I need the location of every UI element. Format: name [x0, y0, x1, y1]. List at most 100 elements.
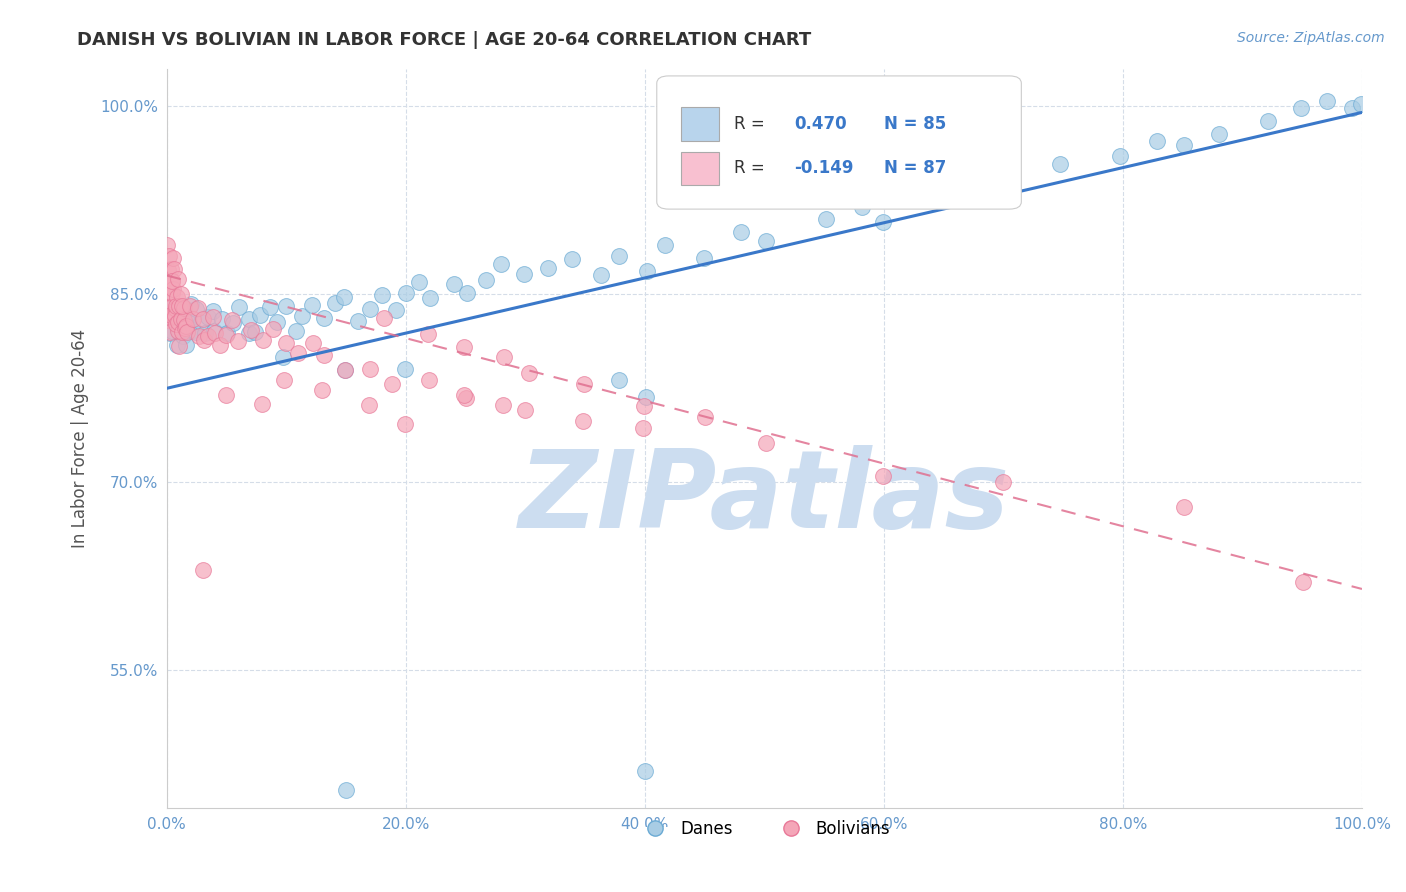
Point [165, 301, 187, 316]
Point [359, 362, 381, 376]
Point [159, 326, 181, 340]
Point [160, 309, 183, 323]
Point [333, 290, 356, 304]
Point [1173, 138, 1195, 153]
Point [167, 338, 190, 352]
Point [165, 317, 187, 331]
Point [302, 336, 325, 351]
Point [931, 191, 953, 205]
Point [419, 291, 441, 305]
Point [163, 300, 186, 314]
Point [202, 304, 225, 318]
Point [167, 315, 190, 329]
Point [197, 328, 219, 343]
Point [693, 409, 716, 424]
Point [335, 782, 357, 797]
Point [156, 278, 179, 293]
Point [273, 373, 295, 387]
Point [561, 252, 583, 266]
Point [181, 311, 204, 326]
Point [1208, 127, 1230, 141]
Point [166, 337, 188, 351]
Y-axis label: In Labor Force | Age 20-64: In Labor Force | Age 20-64 [72, 329, 89, 548]
Point [160, 324, 183, 338]
Point [537, 261, 560, 276]
Point [172, 316, 194, 330]
Point [173, 321, 195, 335]
Point [252, 333, 274, 347]
Point [172, 300, 194, 314]
Point [163, 310, 186, 324]
Point [160, 274, 183, 288]
Point [475, 272, 498, 286]
Point [572, 414, 595, 428]
Point [238, 311, 260, 326]
Point [634, 390, 657, 404]
Point [454, 391, 477, 405]
Point [1049, 157, 1071, 171]
Point [190, 315, 212, 329]
Point [631, 421, 654, 435]
Point [266, 315, 288, 329]
Point [167, 311, 190, 326]
Point [359, 302, 381, 317]
Point [755, 235, 778, 249]
Point [287, 345, 309, 359]
Point [273, 350, 295, 364]
Point [654, 238, 676, 252]
Point [157, 262, 180, 277]
Point [291, 309, 314, 323]
Point [607, 249, 630, 263]
Point [174, 338, 197, 352]
Point [693, 251, 716, 265]
Point [173, 313, 195, 327]
Text: ZIPatlas: ZIPatlas [519, 445, 1010, 550]
Point [221, 313, 243, 327]
Point [323, 296, 346, 310]
Point [311, 383, 333, 397]
Point [166, 317, 188, 331]
Point [1315, 94, 1337, 108]
Point [347, 314, 370, 328]
Point [159, 300, 181, 314]
Legend: Danes, Bolivians: Danes, Bolivians [631, 814, 897, 845]
Point [1292, 574, 1315, 589]
Point [249, 309, 271, 323]
Point [202, 324, 225, 338]
Point [167, 324, 190, 338]
Point [157, 249, 180, 263]
Point [162, 282, 184, 296]
Point [184, 326, 207, 340]
Point [443, 277, 465, 292]
Point [259, 301, 281, 315]
Point [179, 315, 201, 329]
Text: R =: R = [734, 160, 770, 178]
Text: -0.149: -0.149 [794, 160, 853, 178]
Point [357, 398, 380, 412]
Point [301, 298, 323, 312]
Text: N = 87: N = 87 [884, 160, 946, 178]
Point [181, 323, 204, 337]
Point [333, 363, 356, 377]
Point [191, 563, 214, 577]
Text: DANISH VS BOLIVIAN IN LABOR FORCE | AGE 20-64 CORRELATION CHART: DANISH VS BOLIVIAN IN LABOR FORCE | AGE … [77, 31, 811, 49]
Point [217, 326, 239, 341]
Point [456, 286, 478, 301]
Point [197, 310, 219, 325]
Point [174, 318, 197, 333]
Point [208, 337, 231, 351]
Point [172, 328, 194, 343]
Point [239, 323, 262, 337]
Point [176, 324, 198, 338]
Point [187, 301, 209, 315]
Text: R =: R = [734, 115, 770, 133]
Point [172, 325, 194, 339]
FancyBboxPatch shape [681, 107, 718, 141]
Point [970, 176, 993, 190]
Point [163, 262, 186, 277]
Point [214, 388, 236, 402]
Point [453, 340, 475, 354]
Point [418, 373, 440, 387]
Point [179, 299, 201, 313]
Point [517, 366, 540, 380]
